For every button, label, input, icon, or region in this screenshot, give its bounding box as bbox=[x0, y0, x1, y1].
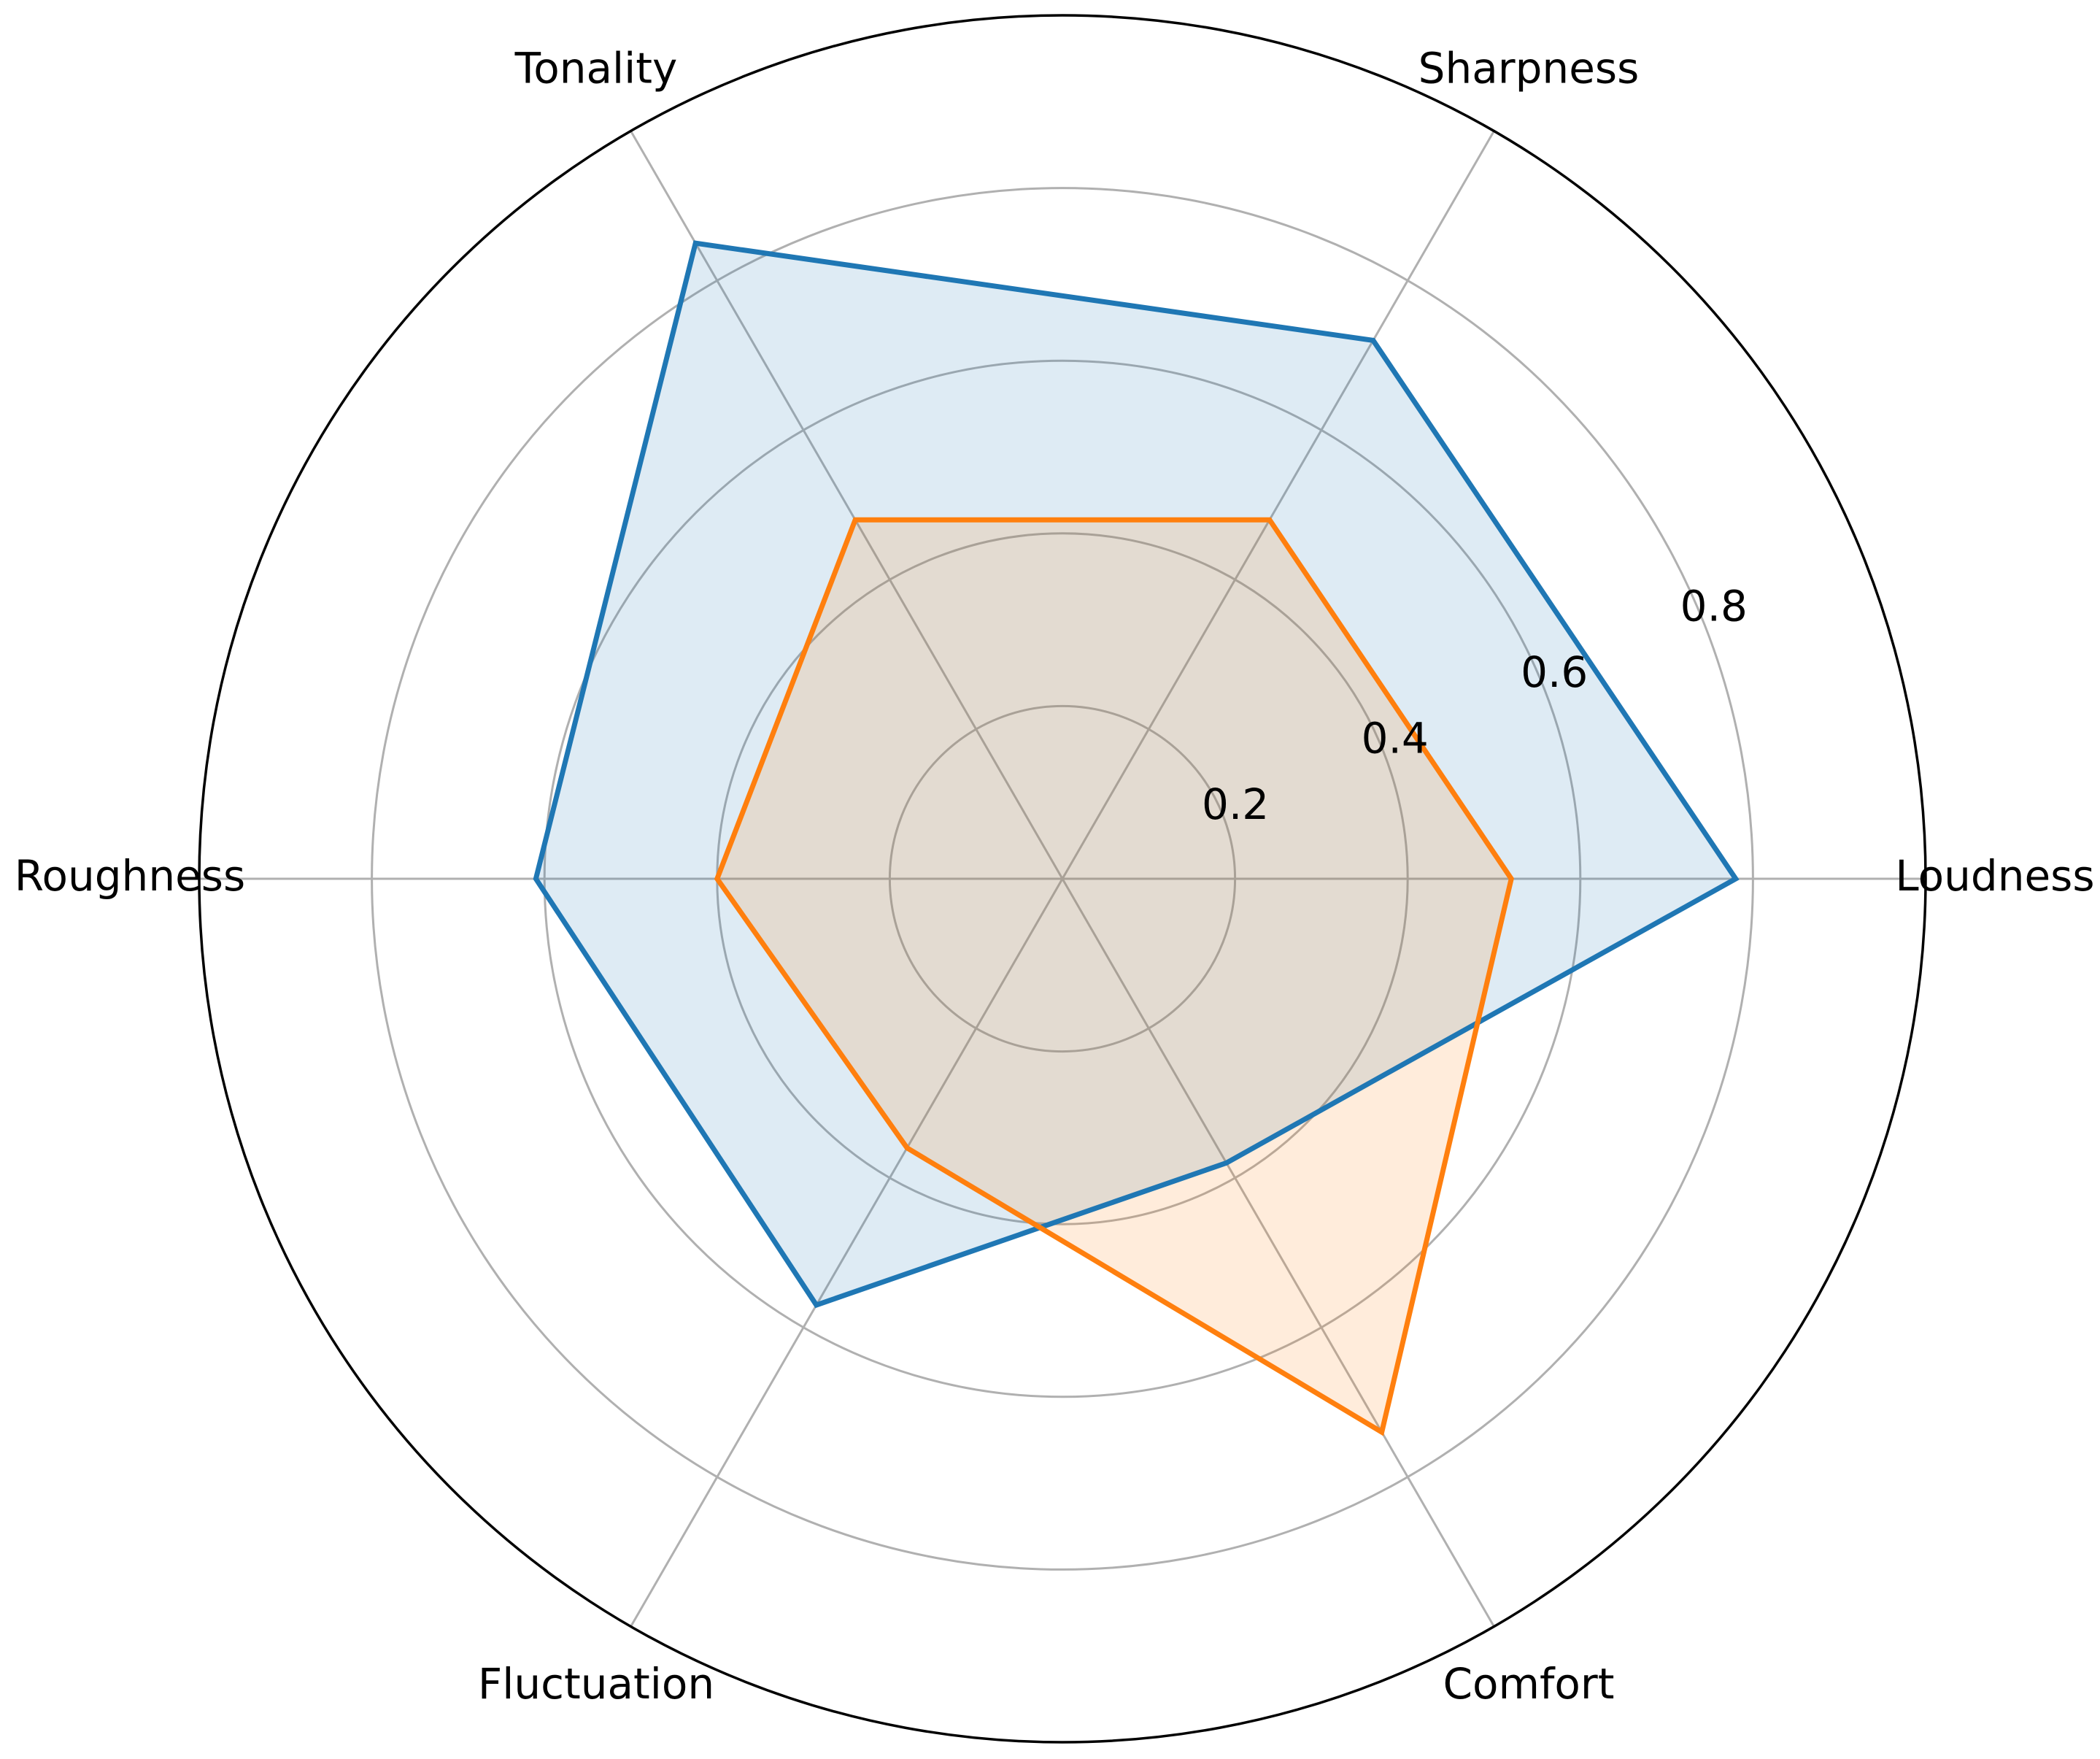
rtick-label-1: 0.2 bbox=[1202, 780, 1269, 829]
rtick-label-4: 0.8 bbox=[1680, 581, 1748, 631]
axis-label-comfort: Comfort bbox=[1443, 1659, 1615, 1709]
axis-label-tonality: Tonality bbox=[514, 43, 678, 93]
axis-label-sharpness: Sharpness bbox=[1418, 43, 1640, 93]
series-layer bbox=[533, 240, 1740, 1436]
axis-label-roughness: Roughness bbox=[15, 851, 245, 901]
series-2-area bbox=[717, 520, 1512, 1433]
spoke-comfort bbox=[1061, 878, 1495, 1628]
axis-label-loudness: Loudness bbox=[1895, 851, 2094, 901]
rtick-label-3: 0.6 bbox=[1521, 647, 1588, 697]
spoke-tonality bbox=[630, 130, 1064, 880]
radar-grid bbox=[199, 130, 1926, 1628]
series-1-line bbox=[533, 240, 1740, 1309]
radial-tick-labels: 0.2 0.4 0.6 0.8 bbox=[1202, 581, 1748, 829]
axis-labels: Loudness Sharpness Tonality Roughness Fluctu… bbox=[15, 43, 2095, 1709]
series-2-line bbox=[714, 517, 1514, 1436]
rtick-label-2: 0.4 bbox=[1362, 713, 1429, 763]
series-1-area bbox=[536, 243, 1736, 1306]
spoke-fluctuation bbox=[630, 878, 1064, 1628]
polar-frame bbox=[198, 14, 1927, 1744]
axis-label-fluctuation: Fluctuation bbox=[478, 1659, 714, 1709]
spoke-sharpness bbox=[1061, 130, 1495, 880]
